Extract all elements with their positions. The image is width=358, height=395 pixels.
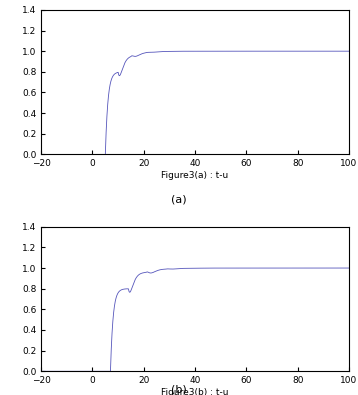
- X-axis label: Figure3(b) : t-u: Figure3(b) : t-u: [161, 388, 229, 395]
- Text: (b): (b): [171, 384, 187, 394]
- X-axis label: Figure3(a) : t-u: Figure3(a) : t-u: [161, 171, 229, 180]
- Text: (a): (a): [171, 194, 187, 205]
